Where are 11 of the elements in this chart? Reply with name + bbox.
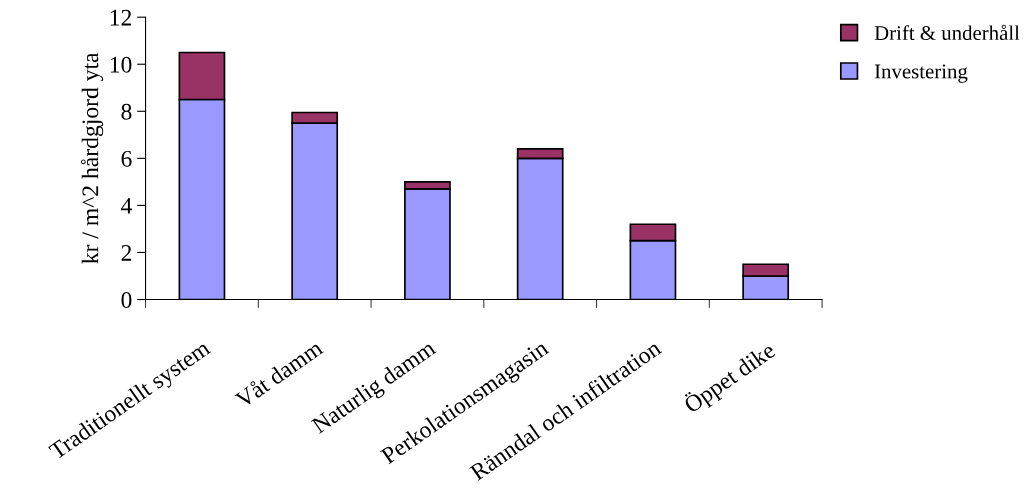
legend-label: Investering — [874, 64, 968, 83]
y-tick-label: 6 — [121, 150, 132, 167]
y-tick-label: 12 — [110, 9, 132, 26]
y-tick-label: 2 — [121, 245, 132, 261]
y-tick-label: 4 — [121, 198, 132, 214]
y-tick-label: 8 — [121, 103, 132, 120]
y-axis-title: kr / m^2 hårdgjord yta — [81, 52, 104, 264]
legend-label: Drift & underhåll — [874, 24, 1020, 41]
y-tick-label: 10 — [110, 56, 132, 73]
y-tick-label: 0 — [121, 292, 132, 308]
x-tick-label: Öppet dike — [681, 338, 779, 418]
